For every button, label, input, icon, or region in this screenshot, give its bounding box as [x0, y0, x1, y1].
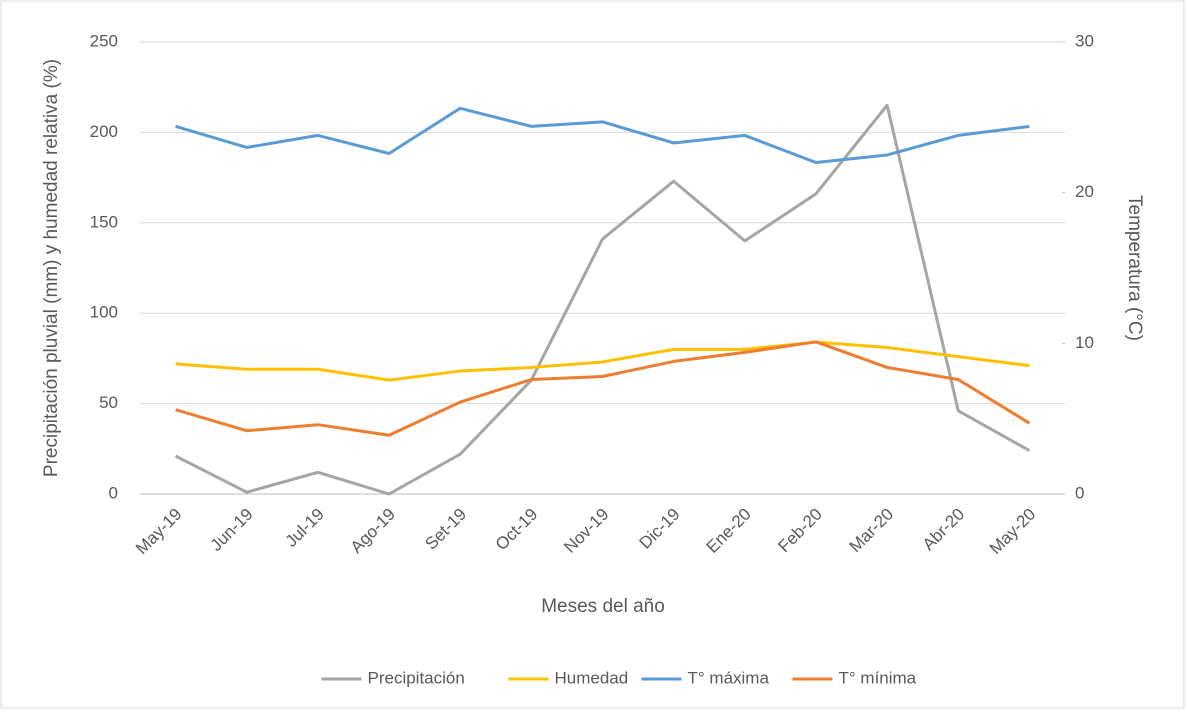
y2-tick-label: 0 — [1075, 483, 1084, 502]
y-axis-title: Precipitación pluvial (mm) y humedad rel… — [41, 59, 62, 477]
y-tick-label: 150 — [90, 212, 118, 231]
series-line — [174, 103, 1031, 496]
legend-label: Precipitación — [368, 668, 465, 687]
y-tick-label: 50 — [99, 393, 118, 412]
y2-tick-label: 30 — [1075, 31, 1094, 50]
series-line — [175, 106, 1030, 165]
x-axis-title: Meses del año — [541, 596, 665, 617]
y-tick-label: 200 — [90, 122, 118, 141]
y2-tick-label: 20 — [1075, 182, 1094, 201]
series-line — [175, 340, 1031, 437]
y2-axis-title: Temperatura (°C) — [1124, 195, 1145, 341]
legend-label: T° mínima — [839, 668, 917, 687]
y-tick-label: 250 — [90, 31, 118, 50]
y-tick-label: 0 — [109, 483, 118, 502]
legend-label: T° máxima — [688, 668, 770, 687]
legend-label: Humedad — [555, 668, 629, 687]
y2-tick-label: 10 — [1075, 333, 1094, 352]
y-tick-label: 100 — [90, 303, 118, 322]
series-line — [175, 340, 1030, 382]
